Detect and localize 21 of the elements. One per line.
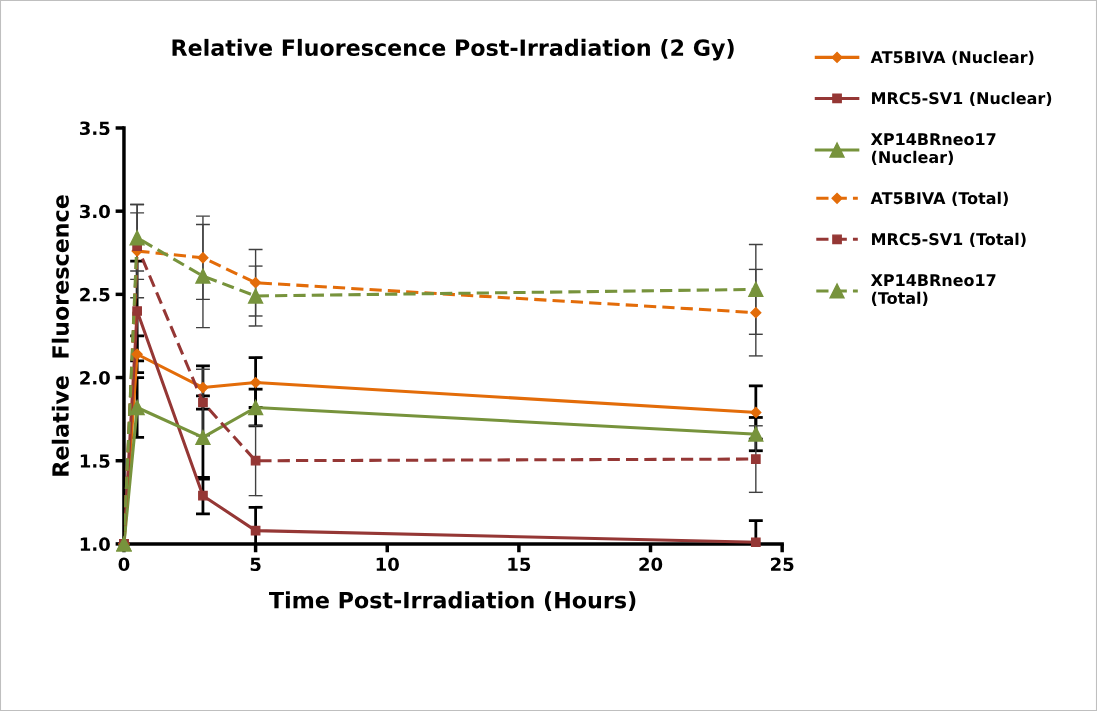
x-axis-title: Time Post-Irradiation (Hours): [269, 591, 636, 612]
legend-label: AT5BIVA (Nuclear): [870, 50, 1034, 66]
legend-label: XP14BRneo17 (Nuclear): [870, 133, 996, 165]
x-tick-label: 10: [376, 557, 399, 572]
y-tick-label: 3.5: [79, 121, 110, 136]
legend-label: MRC5-SV1 (Total): [872, 232, 1026, 248]
y-tick-label: 1.0: [80, 537, 110, 552]
legend-label: MRC5-SV1 (Nuclear): [872, 91, 1052, 107]
legend-label: AT5BIVA (Total): [870, 191, 1008, 207]
x-tick-label: 25: [771, 557, 794, 572]
y-tick-label: 2.0: [80, 371, 110, 385]
y-tick-label: 1.5: [80, 454, 110, 468]
x-tick-label: 15: [508, 557, 531, 572]
y-tick-label: 2.5: [80, 287, 110, 302]
x-tick-label: 5: [250, 557, 261, 572]
chart-title: Relative Fluorescence Post-Irradiation (2 Gy): [172, 38, 734, 61]
y-axis-title: Relative Fluorescence: [51, 195, 69, 476]
x-tick-label: 0: [118, 557, 130, 572]
x-tick-label: 20: [639, 557, 663, 572]
legend-label: XP14BRneo17 (Total): [870, 274, 996, 306]
y-tick-label: 3.0: [79, 204, 110, 219]
